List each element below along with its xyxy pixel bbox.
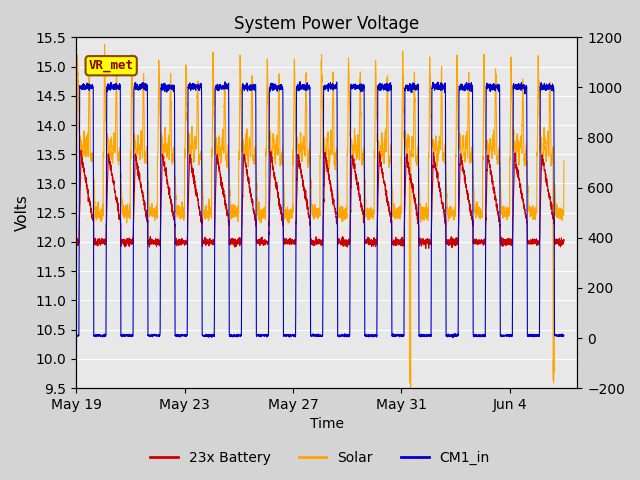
Text: VR_met: VR_met: [89, 59, 134, 72]
Title: System Power Voltage: System Power Voltage: [234, 15, 419, 33]
X-axis label: Time: Time: [310, 418, 344, 432]
Y-axis label: Volts: Volts: [15, 194, 30, 231]
Legend: 23x Battery, Solar, CM1_in: 23x Battery, Solar, CM1_in: [145, 445, 495, 471]
